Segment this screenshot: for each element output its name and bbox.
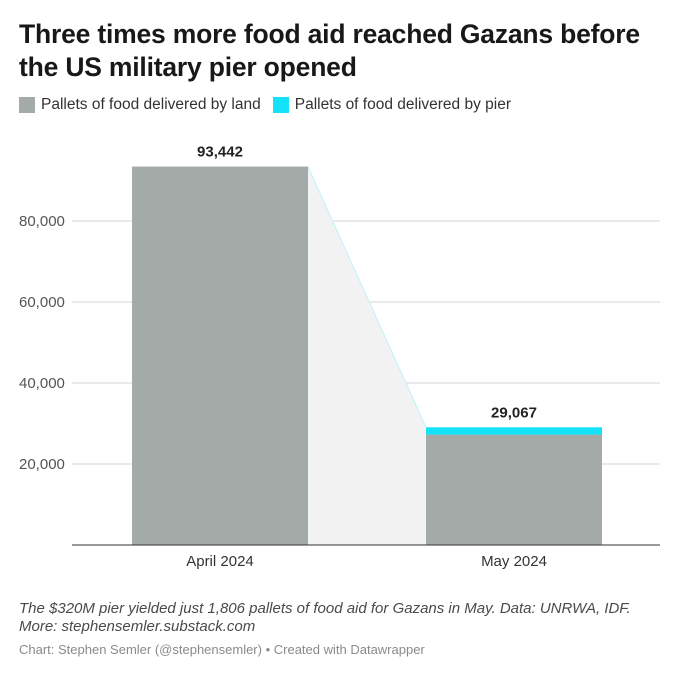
- x-tick-label: May 2024: [481, 553, 547, 570]
- bar-chart: 20,000 40,000 60,000 80,000 93,442 April 2024…: [19, 144, 660, 570]
- chart-title: Three times more food aid reached Gazans…: [19, 19, 640, 82]
- legend-swatch-pier: [272, 97, 289, 113]
- chart-legend: Pallets of food delivered by land Pallet…: [19, 96, 523, 114]
- legend-item-land: Pallets of food delivered by land: [19, 96, 261, 114]
- connector-area: [308, 166, 426, 545]
- chart-notes: The $320M pier yielded just 1,806 pallet…: [19, 600, 631, 635]
- bar-total-label: 29,067: [491, 404, 537, 421]
- y-tick-label: 40,000: [19, 375, 65, 392]
- legend-label-land: Pallets of food delivered by land: [41, 96, 261, 113]
- bar-land: [426, 434, 602, 545]
- chart-credit: Chart: Stephen Semler (@stephensemler) •…: [19, 642, 425, 657]
- x-tick-label: April 2024: [186, 553, 254, 570]
- bar-total-label: 93,442: [197, 144, 243, 161]
- bar-pier: [426, 427, 602, 435]
- legend-label-pier: Pallets of food delivered by pier: [294, 96, 512, 113]
- bar-land: [132, 166, 308, 545]
- y-tick-label: 60,000: [19, 294, 65, 311]
- connector-line: [307, 166, 427, 428]
- y-tick-label: 80,000: [19, 213, 65, 230]
- legend-item-pier: Pallets of food delivered by pier: [272, 96, 512, 114]
- legend-swatch-land: [19, 97, 35, 113]
- y-tick-label: 20,000: [19, 456, 65, 473]
